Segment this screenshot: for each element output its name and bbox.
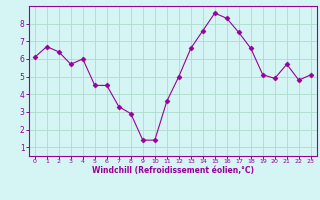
X-axis label: Windchill (Refroidissement éolien,°C): Windchill (Refroidissement éolien,°C): [92, 166, 254, 175]
